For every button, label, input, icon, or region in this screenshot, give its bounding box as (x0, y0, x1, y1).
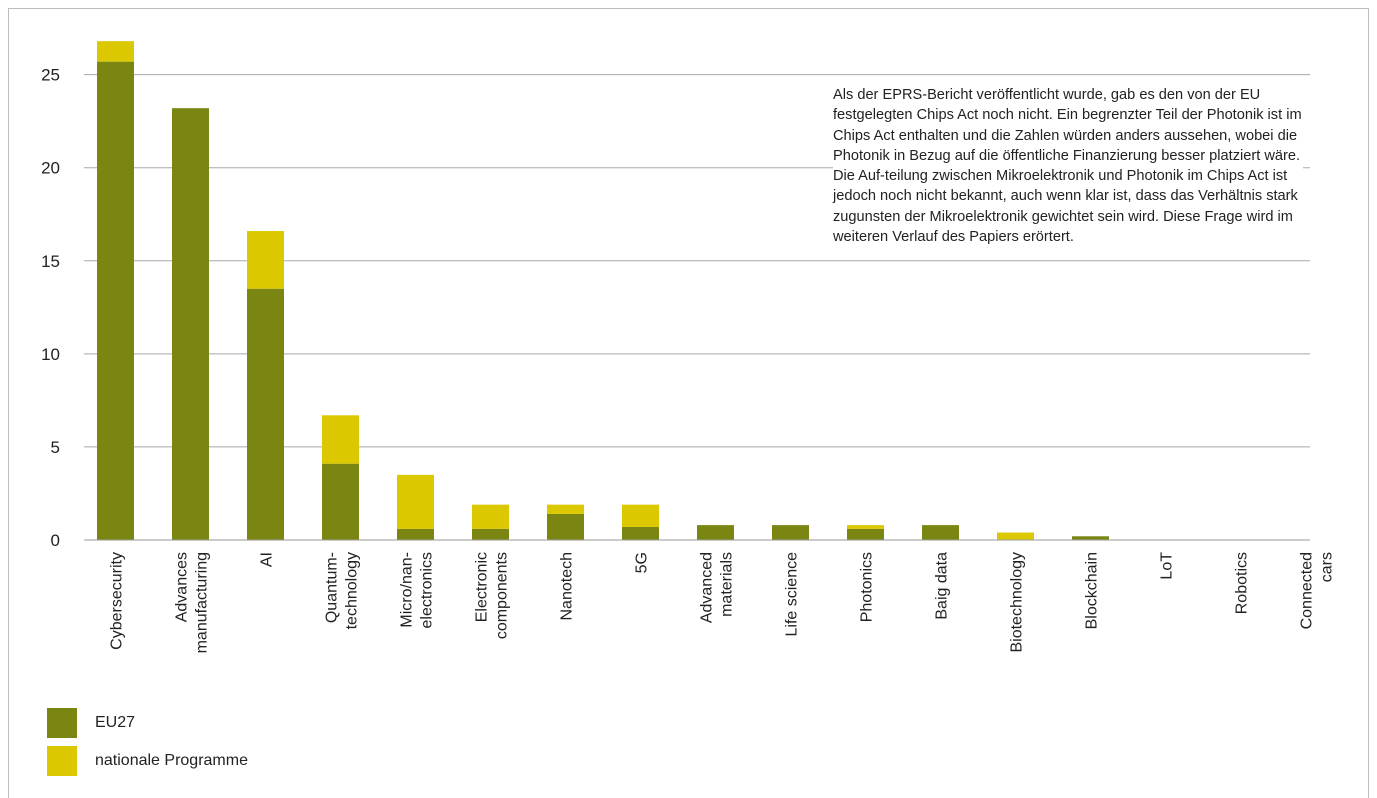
x-tick-label-line: LoT (1159, 552, 1176, 580)
x-tick-label-line: Blockchain (1084, 552, 1101, 629)
y-tick-label-0: 0 (51, 531, 60, 550)
x-tick-label-line: cars (1319, 552, 1336, 582)
x-tick-label-line: Advanced (699, 552, 716, 623)
bar-nationale-programme-0 (97, 41, 134, 62)
bar-eu27-1 (172, 108, 209, 541)
bar-eu27-2 (247, 288, 284, 540)
x-tick-label-line: Micro/nan- (399, 552, 416, 628)
y-tick-label-15: 15 (41, 252, 60, 271)
legend-label-eu27: EU27 (95, 714, 136, 731)
bar-nationale-programme-6 (547, 504, 584, 514)
bar-eu27-5 (472, 528, 509, 540)
bar-nationale-programme-5 (472, 504, 509, 529)
x-tick-label-15: Robotics (1234, 552, 1251, 614)
x-tick-label-5: Electronic components (474, 552, 511, 639)
x-tick-label-line: Photonics (859, 552, 876, 622)
bar-nationale-programme-3 (322, 415, 359, 464)
y-tick-label-25: 25 (41, 66, 60, 85)
x-tick-label-2: AI (259, 552, 276, 567)
y-tick-label-10: 10 (41, 345, 60, 364)
legend-item-nationale-programme: nationale Programme (47, 746, 248, 776)
x-tick-label-line: Quantum- (324, 552, 341, 623)
x-tick-label-line: 5G (634, 552, 651, 573)
x-tick-label-12: Biotechnology (1009, 552, 1026, 653)
bar-eu27-3 (322, 463, 359, 540)
x-tick-label-10: Photonics (859, 552, 876, 622)
bar-eu27-0 (97, 61, 134, 540)
bar-nationale-programme-7 (622, 504, 659, 527)
bar-eu27-10 (847, 528, 884, 540)
legend-label-nationale-programme: nationale Programme (95, 752, 248, 769)
x-tick-label-line: Life science (784, 552, 801, 637)
x-tick-label-4: Micro/nan-electronics (399, 552, 436, 628)
x-tick-label-16: Connected cars (1299, 552, 1336, 629)
x-tick-label-line: electronics (419, 552, 436, 628)
chart-annotation: Als der EPRS-Bericht veröffentlicht wurd… (833, 85, 1303, 248)
bar-eu27-9 (772, 525, 809, 540)
bar-nationale-programme-12 (997, 532, 1034, 540)
x-tick-label-9: Life science (784, 552, 801, 637)
bar-eu27-4 (397, 528, 434, 540)
bar-eu27-11 (922, 525, 959, 540)
figure-frame (8, 8, 1369, 798)
x-tick-label-line: technology (344, 552, 361, 629)
x-axis: Cybersecurity Advances manufacturing AI Quan… (84, 539, 1336, 653)
x-tick-label-line: Nanotech (559, 552, 576, 621)
y-tick-label-5: 5 (51, 438, 60, 457)
bar-nationale-programme-2 (247, 231, 284, 289)
bar-eu27-13 (1072, 536, 1109, 540)
x-tick-label-line: materials (719, 552, 736, 617)
x-tick-label-line: Connected (1299, 552, 1316, 629)
bar-nationale-programme-4 (397, 474, 434, 529)
bar-eu27-8 (697, 525, 734, 540)
legend-item-eu27: EU27 (47, 708, 135, 738)
x-tick-label-line: Advances (174, 552, 191, 622)
x-tick-label-8: Advanced materials (699, 552, 736, 623)
bar-eu27-7 (622, 526, 659, 540)
x-tick-label-line: Electronic (474, 552, 491, 622)
x-tick-label-line: AI (259, 552, 276, 567)
x-tick-label-14: LoT (1159, 552, 1176, 580)
x-tick-label-line: manufacturing (194, 552, 211, 653)
x-tick-label-line: Cybersecurity (109, 552, 126, 650)
x-tick-label-line: components (494, 552, 511, 639)
y-axis: 0 5 10 15 20 25 (41, 66, 60, 550)
x-tick-label-11: Baig data (934, 552, 951, 620)
x-tick-label-3: Quantum-technology (324, 552, 361, 629)
x-tick-label-line: Robotics (1234, 552, 1251, 614)
x-tick-label-line: Baig data (934, 552, 951, 620)
x-tick-label-13: Blockchain (1084, 552, 1101, 629)
gridlines (84, 74, 1310, 448)
legend-swatch-nationale-programme (47, 746, 77, 776)
y-tick-label-20: 20 (41, 159, 60, 178)
x-tick-label-line: Biotechnology (1009, 552, 1026, 653)
bar-eu27-6 (547, 513, 584, 540)
x-tick-label-0: Cybersecurity (109, 552, 126, 650)
legend-swatch-eu27 (47, 708, 77, 738)
bars (97, 41, 1109, 541)
x-tick-label-6: Nanotech (559, 552, 576, 621)
x-tick-label-7: 5G (634, 552, 651, 573)
bar-nationale-programme-10 (847, 525, 884, 529)
x-tick-label-1: Advances manufacturing (174, 552, 211, 653)
